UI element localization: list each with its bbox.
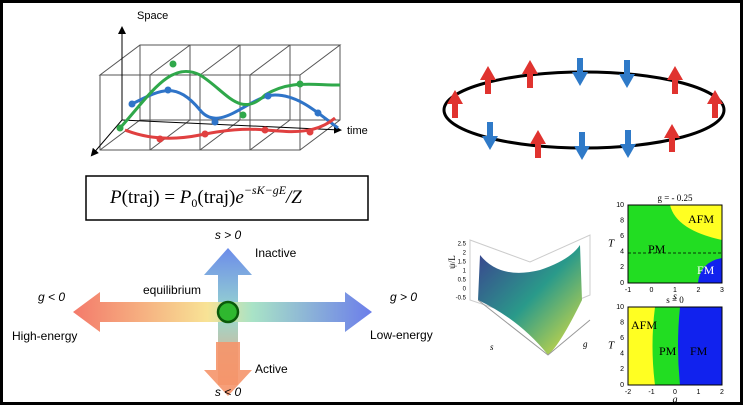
tick-label: 0 (620, 280, 624, 287)
region-label: PM (648, 242, 666, 256)
phase-y-label: T (608, 340, 615, 352)
eq-part: (traj) (197, 187, 235, 208)
tick-label: 2 (697, 287, 701, 294)
tick-label: 2 (720, 389, 724, 396)
phase-title: g = - 0.25 (657, 193, 693, 203)
high-energy-label: High-energy (12, 329, 77, 343)
tick-label: 0 (620, 382, 624, 389)
eq-part: /Z (285, 187, 302, 208)
tick-label: 1.5 (458, 260, 467, 266)
tick-label: -1 (648, 389, 654, 396)
tick-label: 0.5 (458, 278, 467, 284)
region-label: FM (690, 344, 708, 358)
surface-z-label: g (583, 339, 588, 349)
tick-label: 10 (616, 304, 624, 311)
tick-label: 4 (620, 351, 624, 358)
region-label: FM (697, 263, 715, 277)
phase-title: s = 0 (666, 295, 684, 305)
tick-label: 0 (673, 389, 677, 396)
tick-label: -0.5 (456, 296, 467, 302)
eq-part: (traj) = (122, 187, 180, 208)
tick-label: 4 (620, 249, 624, 256)
phase-y-label: T (608, 238, 615, 250)
tick-label: 2.5 (458, 242, 467, 248)
tick-label: 3 (720, 287, 724, 294)
tick-label: 8 (620, 319, 624, 326)
active-label: Active (255, 362, 288, 376)
tick-label: 1 (673, 287, 677, 294)
low-energy-label: Low-energy (370, 328, 433, 342)
inactive-label: Inactive (255, 246, 297, 260)
time-label: time (347, 125, 368, 137)
tick-label: -2 (625, 389, 631, 396)
g-positive: g > 0 (390, 290, 417, 304)
figure: Space time P(traj) = P 0 (traj)e−sK−gE/Z s… (0, 0, 743, 405)
phase-x-label: g (673, 394, 678, 405)
s-positive: s > 0 (215, 228, 242, 242)
eq-part: e (235, 187, 243, 208)
region-label: AFM (631, 318, 657, 332)
eq-part: −sK−gE (244, 183, 287, 197)
tick-label: 0 (650, 287, 654, 294)
tick-label: 2 (620, 264, 624, 271)
region-label: AFM (688, 212, 714, 226)
region-label: PM (659, 344, 677, 358)
tick-label: 1 (697, 389, 701, 396)
eq-part: P (109, 187, 122, 208)
surface-y-label: ψ/L (447, 255, 457, 269)
tick-label: 8 (620, 217, 624, 224)
space-label: Space (137, 10, 168, 22)
s-negative: s < 0 (215, 385, 242, 399)
surface-x-label: s (490, 342, 494, 352)
g-negative: g < 0 (38, 290, 65, 304)
tick-label: 6 (620, 233, 624, 240)
equilibrium-label: equilibrium (143, 283, 201, 297)
tick-label: 10 (616, 202, 624, 209)
tick-label: -1 (625, 287, 631, 294)
tick-label: 2 (620, 366, 624, 373)
tick-label: 6 (620, 335, 624, 342)
eq-part: P (179, 187, 192, 208)
